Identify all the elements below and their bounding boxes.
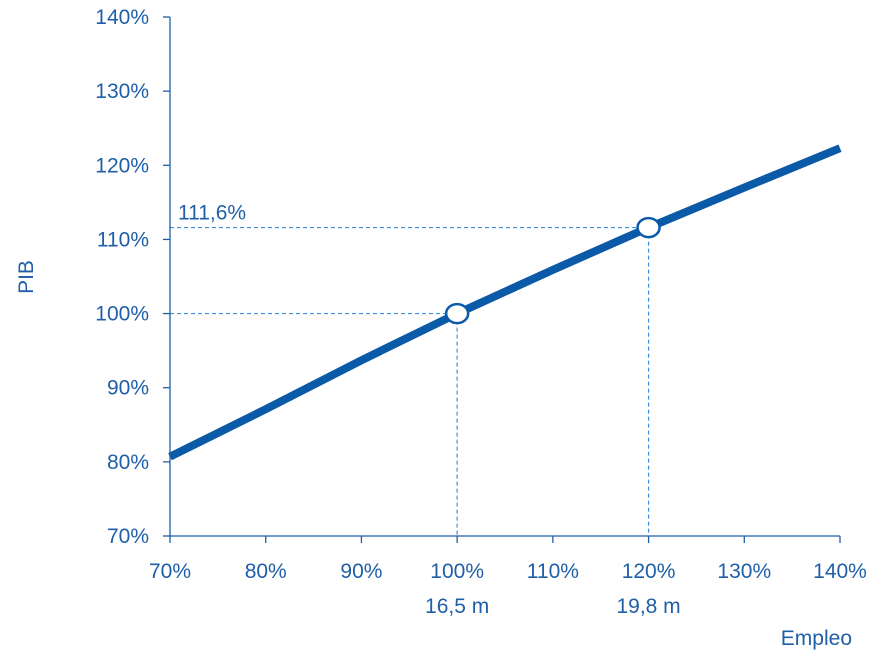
x-tick-label: 70%: [149, 560, 191, 583]
x-annotation-label: 19,8 m: [616, 595, 680, 618]
x-tick-label: 120%: [622, 560, 676, 583]
markers-layer: [444, 216, 661, 325]
series-layer: [168, 144, 842, 461]
y-tick-label: 110%: [97, 228, 149, 251]
x-tick-label: 140%: [813, 560, 867, 583]
y-tick-label: 100%: [95, 303, 149, 326]
x-tick-label: 90%: [340, 560, 382, 583]
x-annotation-label: 16,5 m: [425, 595, 489, 618]
y-tick-label: 90%: [107, 377, 149, 400]
x-axis-title: Empleo: [781, 627, 852, 650]
guide-lines: [170, 226, 650, 536]
data-point-marker: [444, 302, 470, 325]
y-annotation-label: 111,6%: [178, 202, 246, 225]
labels-layer: Empleo PIB 16,5 m 19,8 m 111,6%: [15, 202, 852, 650]
axes: 70% 80% 90% 100% 110% 120% 130% 140% 70% 80% 90% 10…: [95, 6, 867, 583]
x-tick-label: 80%: [245, 560, 287, 583]
y-axis-title: PIB: [15, 260, 38, 294]
y-tick-label: 130%: [95, 80, 149, 103]
y-tick-label: 120%: [95, 154, 149, 177]
y-tick-label: 140%: [95, 6, 149, 29]
x-tick-label: 100%: [430, 560, 484, 583]
y-tick-label: 70%: [107, 525, 149, 548]
series-line: [168, 144, 842, 461]
x-tick-label: 110%: [527, 560, 579, 583]
data-point-marker: [636, 216, 661, 239]
y-tick-label: 80%: [107, 451, 149, 474]
x-tick-label: 130%: [717, 560, 771, 583]
